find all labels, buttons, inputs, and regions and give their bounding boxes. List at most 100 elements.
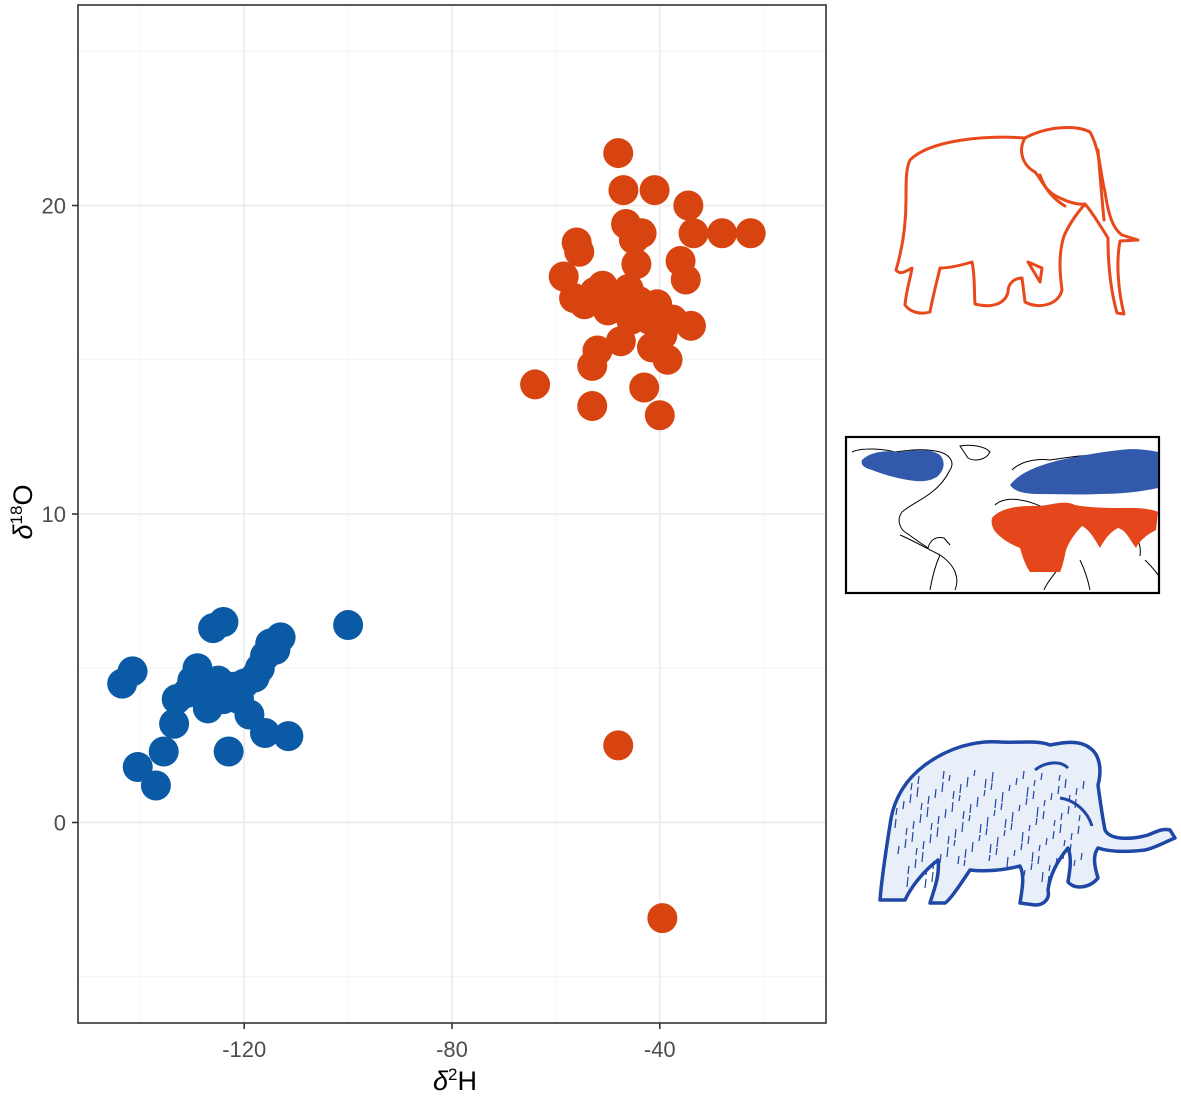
fur-stroke (947, 835, 950, 845)
fur-stroke (1064, 778, 1067, 789)
fur-stroke (1080, 852, 1083, 861)
fur-stroke (953, 839, 956, 847)
mammoth-fur-texture (894, 769, 1085, 889)
fur-stroke (1042, 810, 1045, 820)
data-point (673, 190, 704, 221)
fur-stroke (1020, 842, 1023, 851)
series-1 (107, 606, 364, 801)
fur-stroke (951, 801, 954, 813)
data-point (520, 369, 551, 400)
data-point (626, 218, 657, 249)
data-point (621, 249, 652, 280)
fur-stroke (944, 808, 947, 819)
x-axis-title: δ2H (433, 1065, 477, 1096)
data-point (148, 736, 179, 767)
fur-stroke (1053, 819, 1056, 827)
fur-stroke (932, 860, 935, 870)
fur-stroke (1030, 862, 1033, 871)
data-point (644, 400, 675, 431)
fur-stroke (1050, 792, 1053, 801)
data-point (577, 391, 608, 422)
fur-stroke (931, 871, 934, 883)
fur-stroke (996, 836, 999, 848)
data-point (670, 264, 701, 295)
data-point (582, 335, 613, 366)
data-point (159, 708, 190, 739)
data-point (564, 236, 595, 267)
fur-stroke (907, 865, 910, 875)
x-tick-label: -80 (436, 1037, 468, 1062)
fur-stroke (957, 855, 960, 865)
fur-stroke (1057, 785, 1060, 795)
fur-stroke (894, 818, 897, 829)
fur-stroke (910, 782, 913, 791)
fur-stroke (942, 770, 945, 780)
fur-stroke (961, 821, 964, 833)
fur-stroke (952, 790, 955, 800)
fur-stroke (917, 775, 920, 785)
data-point (707, 218, 738, 249)
fur-stroke (946, 846, 949, 858)
fur-stroke (983, 789, 986, 797)
elephant-range (991, 502, 1158, 572)
fur-stroke (1033, 779, 1036, 787)
fur-stroke (1070, 832, 1073, 841)
data-point (608, 175, 639, 206)
fur-stroke (920, 802, 923, 811)
fur-stroke (958, 794, 961, 802)
fur-stroke (1077, 825, 1080, 835)
fur-stroke (1041, 871, 1044, 883)
fur-stroke (990, 782, 993, 791)
data-point (250, 718, 280, 749)
data-point (273, 721, 304, 752)
fur-stroke (1073, 859, 1076, 867)
fur-stroke (1038, 844, 1041, 852)
data-point (652, 344, 683, 375)
fur-stroke (912, 820, 915, 830)
fur-stroke (971, 841, 974, 853)
fur-stroke (954, 828, 957, 839)
fur-stroke (1010, 822, 1013, 831)
fur-stroke (1026, 786, 1029, 798)
fur-stroke (919, 813, 922, 824)
data-point (117, 656, 148, 687)
fur-stroke (988, 854, 991, 862)
fur-stroke (1045, 837, 1048, 846)
fur-stroke (1058, 774, 1061, 782)
y-axis-title: δ18O (7, 485, 38, 540)
data-point (140, 770, 171, 801)
data-point (735, 218, 766, 249)
fur-stroke (948, 774, 951, 782)
fur-stroke (1001, 791, 1004, 803)
fur-stroke (1047, 875, 1050, 885)
y-tick-label: 10 (42, 502, 66, 527)
fur-stroke (959, 783, 962, 794)
fur-stroke (964, 848, 967, 859)
fur-stroke (934, 788, 937, 799)
data-point (603, 730, 634, 761)
series-2 (520, 138, 766, 934)
fur-stroke (1055, 857, 1058, 866)
fur-stroke (986, 816, 989, 828)
fur-stroke (978, 834, 981, 842)
fur-stroke (897, 845, 900, 855)
fur-stroke (921, 851, 924, 863)
fur-stroke (1075, 787, 1078, 796)
fur-stroke (985, 827, 988, 836)
data-point (675, 310, 706, 341)
data-point (639, 175, 670, 206)
fur-stroke (936, 826, 939, 838)
fur-stroke (1043, 799, 1046, 807)
fur-stroke (1062, 850, 1065, 860)
data-point (629, 372, 660, 403)
fur-stroke (922, 840, 925, 850)
fur-stroke (994, 798, 997, 809)
fur-stroke (1032, 790, 1035, 800)
fur-stroke (1048, 864, 1051, 872)
fur-stroke (924, 878, 927, 889)
fur-stroke (937, 815, 940, 825)
elephant-icon (894, 126, 1140, 316)
fur-stroke (1036, 806, 1039, 818)
scatter-points (107, 138, 766, 934)
